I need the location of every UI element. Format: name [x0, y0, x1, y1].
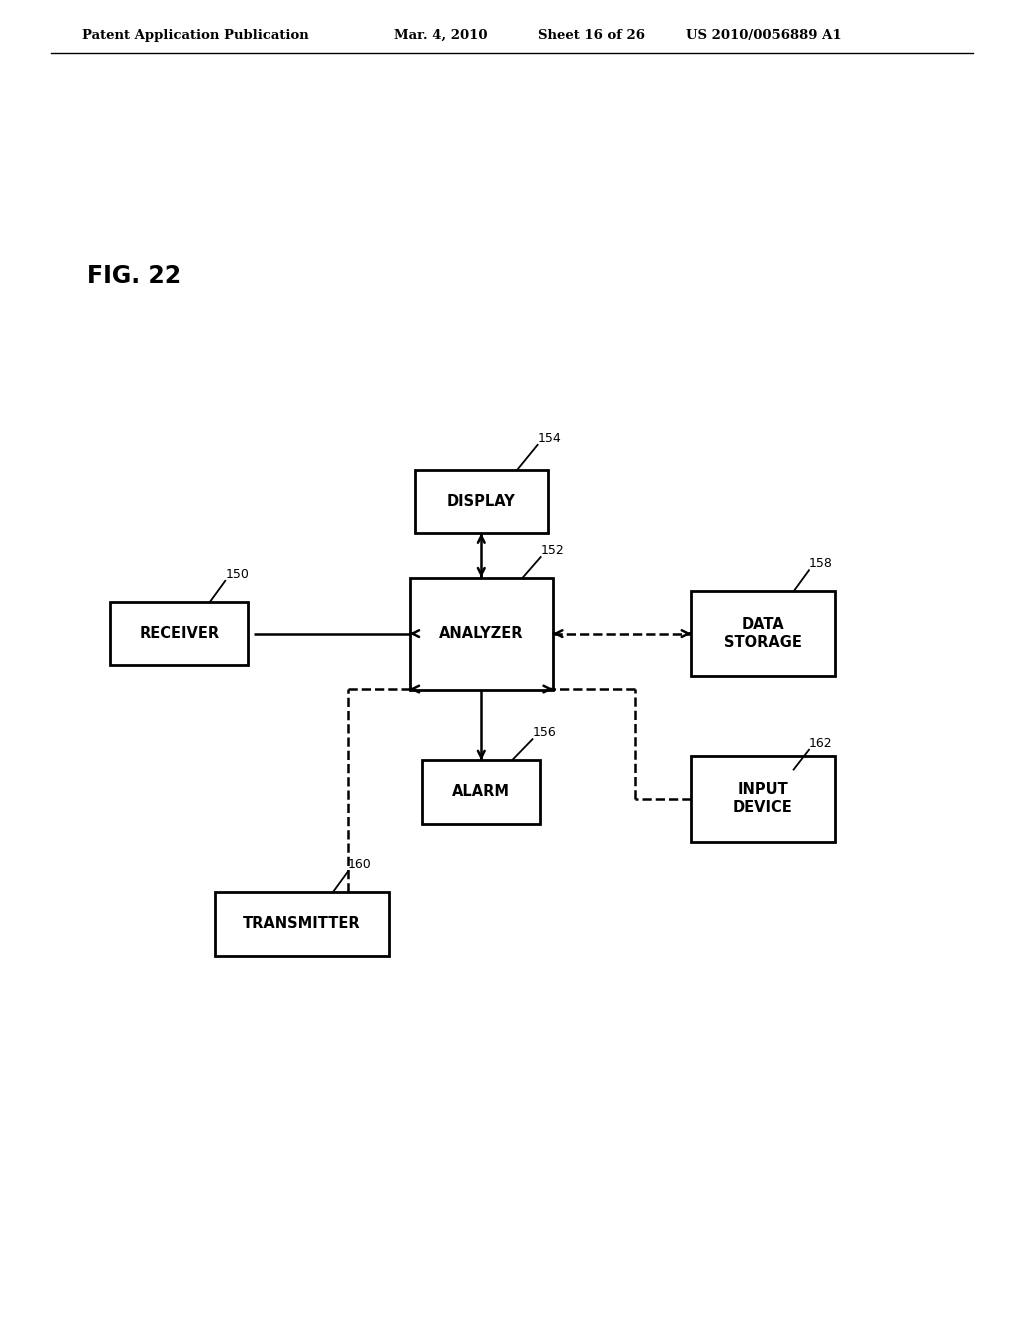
Text: ANALYZER: ANALYZER	[439, 626, 523, 642]
Bar	[691, 755, 835, 842]
Bar	[110, 602, 248, 665]
Text: 150: 150	[225, 568, 249, 581]
Text: RECEIVER: RECEIVER	[139, 626, 219, 642]
Text: 152: 152	[541, 544, 564, 557]
Text: 156: 156	[532, 726, 556, 739]
Text: DISPLAY: DISPLAY	[446, 494, 516, 510]
Text: US 2010/0056889 A1: US 2010/0056889 A1	[686, 29, 842, 42]
Text: ALARM: ALARM	[453, 784, 510, 800]
Text: Sheet 16 of 26: Sheet 16 of 26	[538, 29, 644, 42]
Bar	[415, 470, 548, 533]
Bar	[215, 892, 389, 956]
Text: 154: 154	[538, 432, 561, 445]
Text: Patent Application Publication: Patent Application Publication	[82, 29, 308, 42]
Bar	[410, 578, 553, 689]
Bar	[691, 590, 835, 676]
Text: 160: 160	[348, 858, 372, 871]
Text: 162: 162	[809, 737, 833, 750]
Text: TRANSMITTER: TRANSMITTER	[244, 916, 360, 932]
Text: INPUT
DEVICE: INPUT DEVICE	[733, 783, 793, 814]
Text: Mar. 4, 2010: Mar. 4, 2010	[394, 29, 487, 42]
Text: FIG. 22: FIG. 22	[87, 264, 181, 288]
Text: DATA
STORAGE: DATA STORAGE	[724, 618, 802, 649]
Bar	[422, 760, 541, 824]
Text: 158: 158	[809, 557, 833, 570]
